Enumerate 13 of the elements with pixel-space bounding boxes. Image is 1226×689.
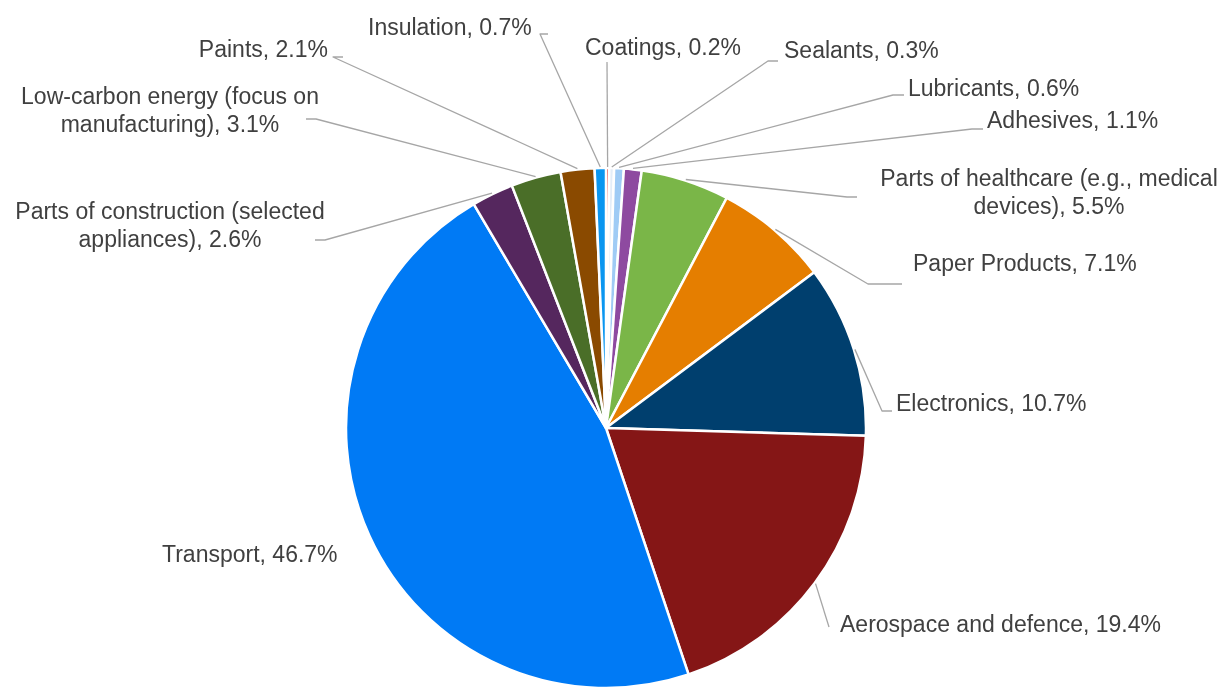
slice-label: Parts of construction (selected appliances), 2.6% <box>15 197 325 253</box>
slice-label: Transport, 46.7% <box>162 540 338 568</box>
slice-label: Parts of healthcare (e.g., medical devices), 5.5% <box>880 164 1218 220</box>
slice-label: Low-carbon energy (focus on manufacturing), 3.1% <box>21 82 319 138</box>
slice-label: Adhesives, 1.1% <box>987 106 1159 134</box>
slice-label: Paints, 2.1% <box>198 35 328 63</box>
slice-label: Paper Products, 7.1% <box>913 249 1137 277</box>
slice-label: Electronics, 10.7% <box>896 389 1087 417</box>
slice-label: Coatings, 0.2% <box>585 33 741 61</box>
slice-label: Aerospace and defence, 19.4% <box>840 610 1161 638</box>
slice-label: Insulation, 0.7% <box>368 13 532 41</box>
slice-label: Sealants, 0.3% <box>784 36 939 64</box>
slice-label: Lubricants, 0.6% <box>908 74 1080 102</box>
